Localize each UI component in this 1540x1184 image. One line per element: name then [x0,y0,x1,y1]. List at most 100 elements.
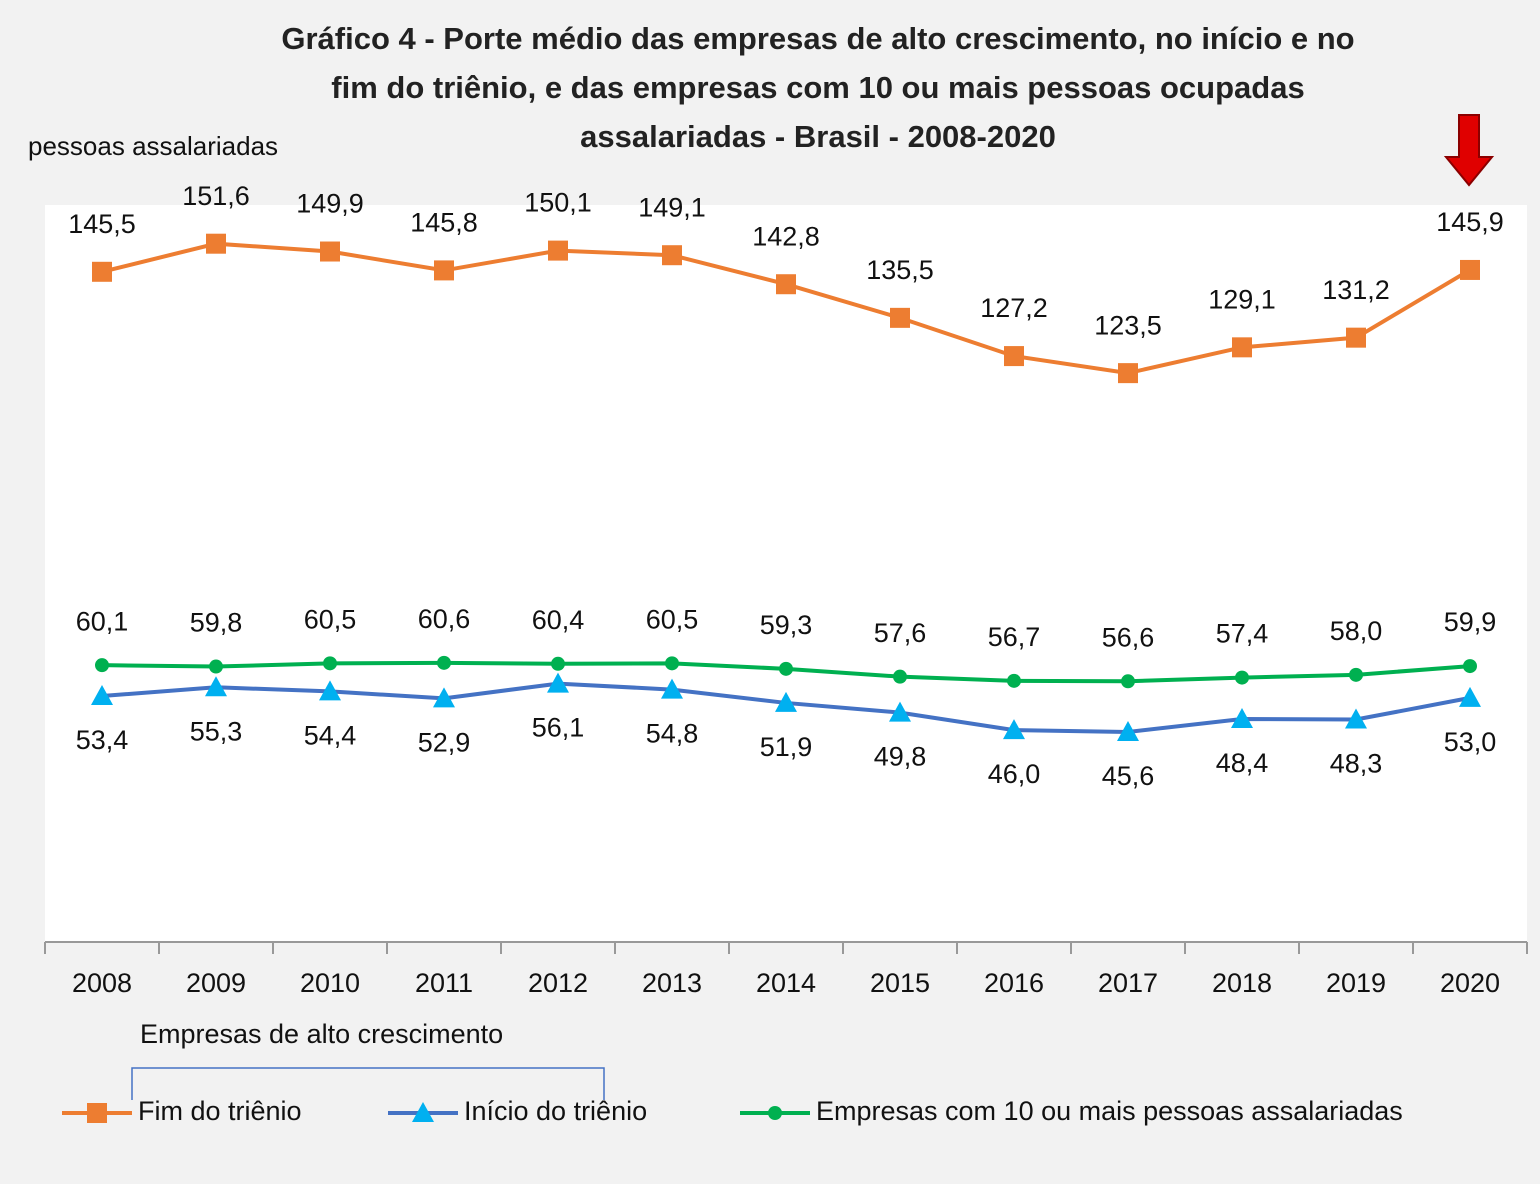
legend-marker [412,1102,434,1122]
data-label: 55,3 [190,716,243,746]
data-label: 59,9 [1444,607,1497,637]
x-tick-label: 2009 [186,968,246,998]
data-label: 149,1 [638,192,706,222]
legend-label: Empresas com 10 ou mais pessoas assalari… [816,1096,1403,1126]
data-point [434,260,454,281]
data-point [1346,327,1366,348]
x-tick-label: 2013 [642,968,702,998]
data-point [890,307,910,328]
data-label: 60,1 [76,606,129,636]
data-point [1003,719,1025,740]
data-label: 56,6 [1102,622,1155,652]
data-label: 149,9 [296,189,364,219]
arrow [1443,114,1495,187]
data-label: 59,8 [190,608,243,638]
data-point [433,687,455,708]
data-label: 54,8 [646,719,699,749]
data-label: 127,2 [980,293,1048,323]
data-point [91,685,113,706]
x-tick-label: 2020 [1440,968,1500,998]
data-point [889,701,911,722]
data-label: 56,7 [988,622,1041,652]
data-label: 53,4 [76,725,129,755]
data-label: 131,2 [1322,275,1390,305]
data-label: 54,4 [304,721,357,751]
data-label: 129,1 [1208,284,1276,314]
data-point [548,240,568,261]
x-tick-label: 2008 [72,968,132,998]
data-point [206,233,226,254]
legend-group-label: Empresas de alto crescimento [140,1019,503,1049]
data-point [1232,337,1252,358]
x-tick-label: 2014 [756,968,816,998]
data-point [1007,673,1021,688]
data-point [776,274,796,295]
data-label: 45,6 [1102,761,1155,791]
data-label: 51,9 [760,732,813,762]
data-point [1460,259,1480,280]
data-label: 151,6 [182,181,250,211]
data-label: 59,3 [760,610,813,640]
data-label: 60,4 [532,605,585,635]
data-point [1349,667,1363,682]
data-point [1004,346,1024,367]
legend-label: Início do triênio [464,1096,647,1126]
data-label: 48,4 [1216,748,1269,778]
data-point [551,656,565,671]
data-label: 56,1 [532,713,585,743]
data-label: 145,8 [410,208,478,238]
y-axis-label: pessoas assalariadas [28,131,278,161]
legend-bracket [131,1067,605,1100]
data-point [665,656,679,671]
data-point [1117,720,1139,741]
data-point [323,656,337,671]
data-label: 60,5 [646,604,699,634]
data-point [92,261,112,282]
x-tick-label: 2012 [528,968,588,998]
data-point [1235,670,1249,685]
data-label: 53,0 [1444,727,1497,757]
data-label: 142,8 [752,221,820,251]
data-point [1118,363,1138,384]
legend-label: Fim do triênio [138,1096,302,1126]
data-point [775,691,797,712]
data-label: 135,5 [866,255,934,285]
data-point [547,672,569,693]
data-label: 57,6 [874,618,927,648]
x-tick-label: 2010 [300,968,360,998]
data-point [1345,708,1367,729]
data-label: 58,0 [1330,616,1383,646]
data-point [1231,708,1253,729]
data-label: 46,0 [988,759,1041,789]
data-label: 57,4 [1216,619,1269,649]
data-point [893,669,907,684]
x-tick-label: 2017 [1098,968,1158,998]
data-point [205,676,227,697]
data-label: 145,5 [68,209,136,239]
plot-area [45,205,1527,942]
data-label: 49,8 [874,742,927,772]
data-label: 145,9 [1436,207,1504,237]
data-point [1463,659,1477,674]
data-point [95,658,109,673]
data-label: 150,1 [524,188,592,218]
data-label: 52,9 [418,727,471,757]
data-point [319,680,341,701]
legend-marker [87,1103,107,1123]
data-point [437,655,451,670]
data-point [1459,686,1481,707]
x-tick-label: 2015 [870,968,930,998]
chart-title: Gráfico 4 - Porte médio das empresas de … [281,21,1355,154]
x-tick-label: 2016 [984,968,1044,998]
x-tick-label: 2018 [1212,968,1272,998]
data-point [209,659,223,674]
data-point [779,661,793,676]
data-label: 60,6 [418,604,471,634]
x-tick-label: 2011 [415,968,473,998]
data-label: 123,5 [1094,310,1162,340]
data-label: 60,5 [304,604,357,634]
legend-marker [768,1106,782,1120]
data-point [662,245,682,266]
